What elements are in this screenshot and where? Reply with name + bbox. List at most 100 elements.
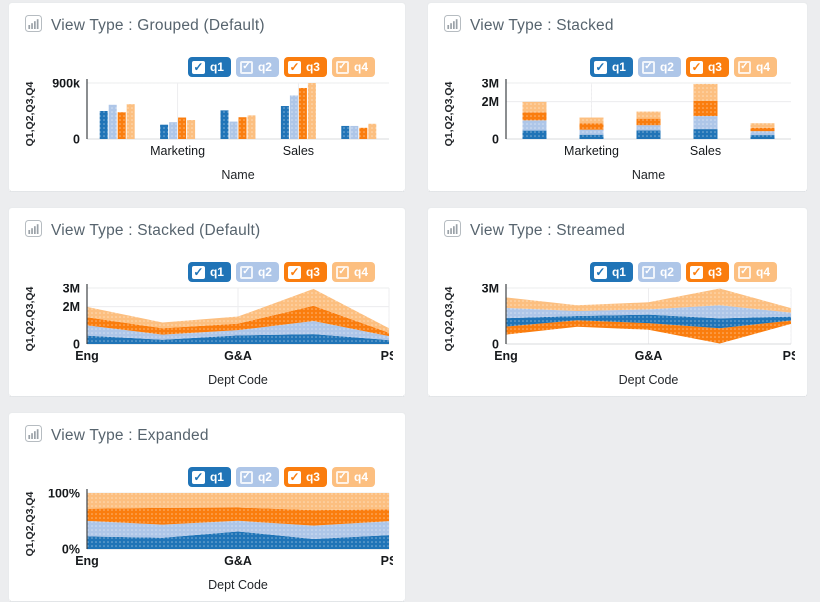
panel-header: View Type : Expanded (25, 423, 393, 449)
svg-text:Q1,Q2,Q3,Q4: Q1,Q2,Q3,Q4 (443, 81, 455, 146)
legend: ✓ q1 ✓ q2 ✓ q3 ✓ q4 (438, 57, 777, 77)
legend-item-q1[interactable]: ✓ q1 (187, 262, 231, 282)
svg-text:0: 0 (492, 133, 499, 147)
legend-item-q2[interactable]: ✓ q2 (637, 57, 681, 77)
legend-label: q3 (707, 60, 722, 74)
legend-item-q4[interactable]: ✓ q4 (331, 467, 375, 487)
legend-label: q2 (257, 265, 272, 279)
legend-label: q4 (755, 60, 770, 74)
legend-item-q1[interactable]: ✓ q1 (187, 57, 231, 77)
checkbox-icon: ✓ (737, 60, 751, 74)
legend-label: q1 (209, 60, 224, 74)
legend-item-q4[interactable]: ✓ q4 (331, 57, 375, 77)
svg-text:Q1,Q2,Q3,Q4: Q1,Q2,Q3,Q4 (24, 286, 36, 351)
legend-item-q3[interactable]: ✓ q3 (685, 262, 729, 282)
chart-panel-expanded: View Type : Expanded ✓ q1 ✓ q2 ✓ q3 ✓ q4 100… (8, 412, 406, 602)
checkbox-icon: ✓ (191, 265, 205, 279)
legend-item-q2[interactable]: ✓ q2 (637, 262, 681, 282)
legend: ✓ q1 ✓ q2 ✓ q3 ✓ q4 (438, 262, 777, 282)
panel-title: View Type : Stacked (470, 17, 614, 34)
bar-chart-icon (444, 15, 461, 37)
checkbox-icon: ✓ (689, 265, 703, 279)
svg-text:Marketing: Marketing (150, 144, 205, 158)
checkbox-icon: ✓ (287, 470, 301, 484)
svg-text:0: 0 (73, 133, 80, 147)
svg-text:3M: 3M (482, 79, 499, 91)
legend-label: q2 (659, 265, 674, 279)
legend-item-q1[interactable]: ✓ q1 (589, 262, 633, 282)
legend-item-q2[interactable]: ✓ q2 (235, 262, 279, 282)
legend-label: q2 (257, 60, 272, 74)
legend-label: q4 (353, 265, 368, 279)
svg-text:Dept Code: Dept Code (208, 373, 268, 387)
legend-item-q3[interactable]: ✓ q3 (283, 57, 327, 77)
legend-item-q4[interactable]: ✓ q4 (733, 262, 777, 282)
bar-chart-icon (25, 220, 42, 242)
svg-text:PS: PS (783, 349, 795, 363)
svg-text:2M: 2M (63, 300, 80, 314)
bar-chart-icon (25, 15, 42, 37)
svg-text:Eng: Eng (494, 349, 518, 363)
svg-text:0: 0 (73, 338, 80, 352)
svg-text:Dept Code: Dept Code (208, 578, 268, 592)
svg-text:Dept Code: Dept Code (619, 373, 679, 387)
checkbox-icon: ✓ (191, 470, 205, 484)
legend-item-q3[interactable]: ✓ q3 (283, 262, 327, 282)
legend-item-q4[interactable]: ✓ q4 (331, 262, 375, 282)
legend-item-q2[interactable]: ✓ q2 (235, 57, 279, 77)
svg-text:Sales: Sales (690, 144, 721, 158)
panel-header: View Type : Stacked (Default) (25, 218, 393, 244)
checkbox-icon: ✓ (335, 470, 349, 484)
legend-label: q1 (611, 265, 626, 279)
svg-text:Sales: Sales (283, 144, 314, 158)
legend-item-q4[interactable]: ✓ q4 (733, 57, 777, 77)
legend-item-q2[interactable]: ✓ q2 (235, 467, 279, 487)
svg-text:Eng: Eng (75, 554, 99, 568)
checkbox-icon: ✓ (593, 265, 607, 279)
chart-panel-stacked-area: View Type : Stacked (Default) ✓ q1 ✓ q2 ✓ q… (8, 207, 406, 397)
svg-text:0%: 0% (62, 543, 80, 557)
svg-text:3M: 3M (63, 284, 80, 296)
panel-header: View Type : Stacked (444, 13, 795, 39)
svg-text:3M: 3M (482, 284, 499, 296)
legend-label: q1 (209, 470, 224, 484)
panel-header: View Type : Grouped (Default) (25, 13, 393, 39)
legend-item-q1[interactable]: ✓ q1 (589, 57, 633, 77)
legend: ✓ q1 ✓ q2 ✓ q3 ✓ q4 (19, 262, 375, 282)
legend-item-q1[interactable]: ✓ q1 (187, 467, 231, 487)
svg-text:Q1,Q2,Q3,Q4: Q1,Q2,Q3,Q4 (24, 491, 36, 556)
grouped-bar-chart: 900k 0 Marketing Sales Name Q1,Q2,Q3,Q4 (19, 79, 393, 185)
svg-text:900k: 900k (52, 79, 80, 91)
legend-label: q1 (611, 60, 626, 74)
expanded-area-chart: 100% 0%Eng G&A PS Dept Code Q1,Q2,Q3,Q4 (19, 489, 393, 595)
svg-text:G&A: G&A (224, 554, 252, 568)
legend-label: q4 (353, 60, 368, 74)
checkbox-icon: ✓ (239, 470, 253, 484)
checkbox-icon: ✓ (287, 60, 301, 74)
checkbox-icon: ✓ (287, 265, 301, 279)
legend-label: q4 (755, 265, 770, 279)
svg-text:PS: PS (381, 554, 393, 568)
stacked-bar-chart: 3M 2M 0 Marketing Sales Name Q1,Q2,Q3,Q4 (438, 79, 795, 185)
svg-text:G&A: G&A (635, 349, 663, 363)
checkbox-icon: ✓ (335, 265, 349, 279)
legend-label: q2 (659, 60, 674, 74)
panel-title: View Type : Stacked (Default) (51, 222, 261, 239)
legend-label: q2 (257, 470, 272, 484)
bar-chart-icon (25, 425, 42, 447)
panel-title: View Type : Expanded (51, 427, 209, 444)
svg-text:100%: 100% (48, 489, 80, 501)
checkbox-icon: ✓ (641, 265, 655, 279)
legend-item-q3[interactable]: ✓ q3 (685, 57, 729, 77)
legend-item-q3[interactable]: ✓ q3 (283, 467, 327, 487)
legend-label: q3 (305, 470, 320, 484)
svg-text:0: 0 (492, 338, 499, 352)
bar-chart-icon (444, 220, 461, 242)
panel-title: View Type : Grouped (Default) (51, 17, 265, 34)
legend-label: q3 (305, 265, 320, 279)
checkbox-icon: ✓ (593, 60, 607, 74)
checkbox-icon: ✓ (239, 265, 253, 279)
